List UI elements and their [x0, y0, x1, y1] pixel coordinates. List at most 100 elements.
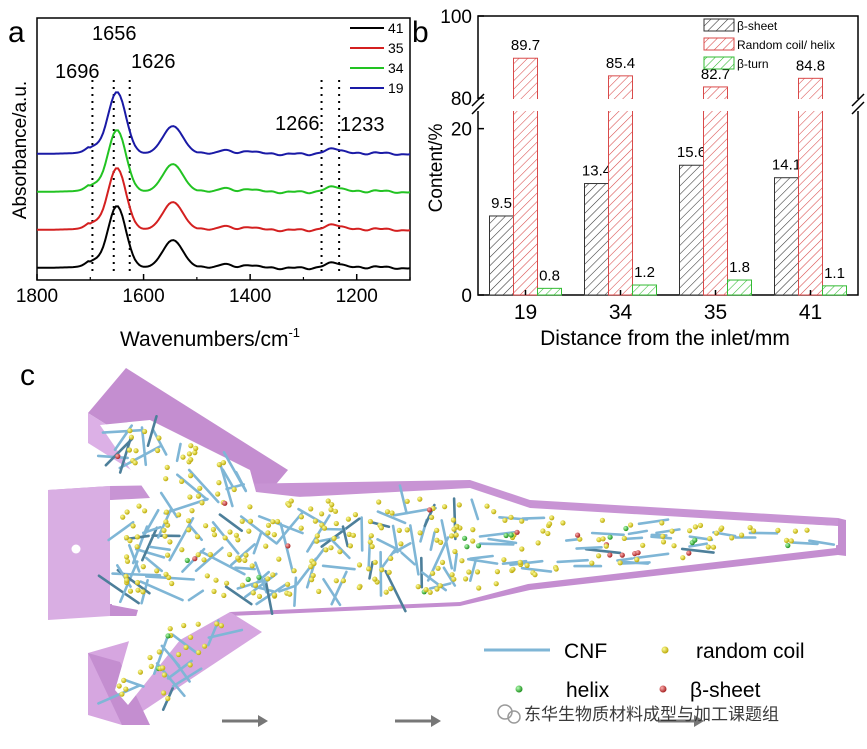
random-coil-particle — [127, 538, 133, 544]
peak-label-1656: 1656 — [92, 23, 137, 45]
random-coil-particle — [192, 450, 198, 456]
watermark-text: 东华生物质材料成型与加工课题组 — [524, 705, 779, 724]
wechat-logo-icon — [507, 710, 521, 724]
axis-break-gap — [470, 99, 866, 111]
random-coil-particle — [185, 518, 192, 524]
random-coil-particle — [298, 525, 304, 531]
spectrum-line-19 — [37, 91, 411, 157]
random-coil-particle — [415, 584, 421, 590]
random-coil-particle — [751, 528, 757, 534]
random-coil-particle — [211, 532, 218, 538]
random-coil-particle — [187, 662, 193, 668]
x-tick-label-1400: 1400 — [229, 286, 271, 307]
random-coil-particle — [368, 533, 374, 539]
random-coil-particle — [231, 486, 237, 493]
random-coil-particle — [547, 521, 553, 527]
random-coil-particle — [660, 539, 667, 545]
spectrum-line-34 — [37, 129, 411, 195]
random-coil-particle — [517, 559, 523, 566]
random-coil-particle — [128, 434, 134, 440]
peak-label-1626: 1626 — [131, 51, 176, 73]
cnf-fiber — [255, 581, 290, 606]
random-coil-particle — [671, 543, 677, 549]
random-coil-particle — [713, 530, 720, 536]
random-coil-particle — [161, 527, 167, 534]
random-coil-particle — [333, 578, 339, 584]
panel-a-ftir-chart: a 41 35 34 19 1800 1600 1400 1200 1696 1656 16… — [8, 16, 411, 351]
random-coil-particle — [247, 518, 254, 524]
random-coil-particle — [383, 589, 389, 595]
random-coil-particle — [298, 514, 304, 520]
random-coil-particle — [660, 533, 666, 539]
random-coil-particle — [309, 577, 315, 583]
random-coil-particle — [540, 528, 546, 534]
panel-a-plot-area — [37, 80, 411, 275]
random-coil-particle — [195, 493, 201, 499]
random-coil-particle — [216, 480, 222, 486]
random-coil-particle — [169, 580, 175, 587]
random-coil-particle — [491, 509, 497, 515]
random-coil-particle — [250, 590, 256, 596]
helix-particle — [503, 532, 509, 539]
random-coil-particle — [549, 515, 555, 521]
random-coil-particle — [434, 537, 440, 543]
cnf-fiber — [277, 584, 297, 593]
x-tick-label-35: 35 — [704, 301, 727, 324]
random-coil-particle — [163, 509, 170, 515]
cnf-fiber — [556, 558, 589, 564]
random-coil-particle — [459, 558, 465, 564]
random-coil-particle — [659, 520, 665, 526]
cnf-fiber — [239, 515, 278, 545]
random-coil-particle — [123, 573, 129, 580]
random-coil-particle — [252, 582, 259, 588]
cnf-fiber — [400, 551, 416, 566]
random-coil-particle — [640, 542, 646, 548]
helix-particle — [245, 576, 251, 583]
random-coil-particle — [239, 582, 246, 588]
data-label-randomcoilhelix-35: 82.7 — [701, 66, 730, 83]
cnf-fiber — [234, 470, 247, 492]
panel-c-label: c — [20, 359, 35, 392]
beta-sheet-legend-label: β-sheet — [690, 679, 761, 702]
random-coil-particle — [124, 509, 130, 515]
cnf-fiber — [655, 528, 681, 535]
beta-sheet-particle — [619, 552, 625, 558]
random-coil-particle — [628, 522, 634, 528]
random-coil-particle — [312, 518, 318, 524]
random-coil-particle — [291, 568, 297, 574]
inlet-end-wall — [48, 486, 110, 620]
data-label-sheet-41: 14.1 — [772, 157, 801, 174]
cnf-fiber — [637, 518, 670, 526]
random-coil-particle — [163, 519, 169, 525]
random-coil-particle — [589, 560, 595, 566]
random-coil-particle — [600, 536, 606, 542]
random-coil-particle — [140, 589, 146, 595]
random-coil-particle — [494, 569, 500, 575]
cnf-fiber — [97, 684, 141, 705]
random-coil-particle — [329, 502, 335, 508]
cnf-fiber — [107, 520, 135, 542]
random-coil-particle — [156, 435, 162, 441]
random-coil-particle — [417, 496, 423, 502]
random-coil-particle — [314, 538, 320, 544]
random-coil-particle — [311, 560, 317, 567]
random-coil-particle — [126, 447, 132, 453]
panel-a-legend: 41 35 34 19 — [350, 20, 404, 96]
spectrum-line-35 — [37, 167, 411, 233]
random-coil-particle — [197, 485, 203, 491]
random-coil-particle — [227, 529, 233, 535]
random-coil-particle — [463, 576, 469, 582]
legend-label-randomcoilhelix: Random coil/ helix — [737, 38, 835, 52]
cnf-fiber — [487, 537, 518, 545]
cnf-fiber — [101, 428, 143, 434]
random-coil-particle — [321, 525, 328, 531]
helix-particle — [692, 537, 698, 543]
random-coil-particle — [165, 695, 171, 702]
random-coil-particle — [442, 504, 448, 510]
random-coil-particle — [470, 538, 476, 544]
panel-b-bars: 9.5 89.7 0.8 13.4 85.4 1.2 15.6 82.7 1.8 14.1 84.8… — [489, 37, 847, 296]
panel-b-label: b — [412, 16, 429, 49]
helix-particle — [464, 544, 470, 550]
cnf-fiber — [218, 513, 243, 533]
random-coil-particle — [493, 581, 499, 587]
